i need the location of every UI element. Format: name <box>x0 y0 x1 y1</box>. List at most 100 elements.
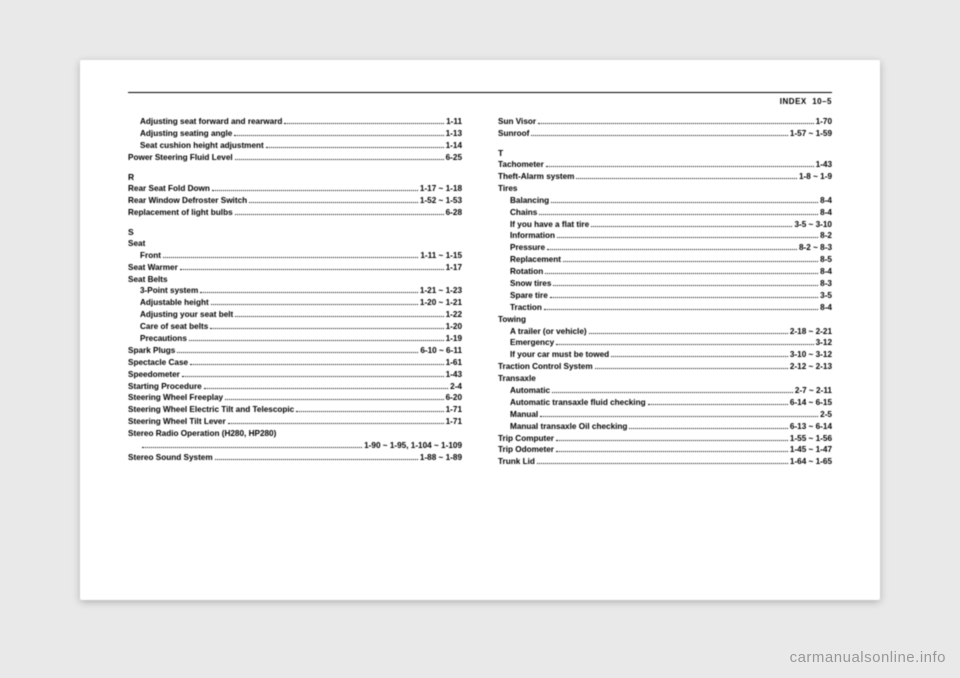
index-label: Spare tire <box>510 290 548 302</box>
index-page: 6-25 <box>446 152 462 164</box>
index-label: Seat Warmer <box>128 262 178 274</box>
leader-dots <box>648 400 788 405</box>
index-page: 2-18 ~ 2-21 <box>790 326 832 338</box>
index-entry: Speedometer1-43 <box>128 369 462 381</box>
index-entry: Balancing8-4 <box>498 195 832 207</box>
index-label: Rotation <box>510 266 543 278</box>
index-page: 1-88 ~ 1-89 <box>420 452 462 464</box>
index-entry: Steering Wheel Freeplay6-20 <box>128 392 462 404</box>
index-label: Stereo Radio Operation (H280, HP280) <box>128 428 276 440</box>
index-label: Transaxle <box>498 373 536 385</box>
index-entry: If you have a flat tire3-5 ~ 3-10 <box>498 219 832 231</box>
leader-dots <box>215 455 418 460</box>
leader-dots <box>142 443 362 448</box>
index-entry: Snow tires8-3 <box>498 278 832 290</box>
leader-dots <box>552 388 793 393</box>
index-page: 8-2 ~ 8-3 <box>799 242 832 254</box>
index-page: 6-14 ~ 6-15 <box>790 397 832 409</box>
index-entry: Tachometer1-43 <box>498 159 832 171</box>
index-label: Emergency <box>510 337 554 349</box>
index-page: 1-64 ~ 1-65 <box>790 456 832 468</box>
index-label: Rear Window Defroster Switch <box>128 195 247 207</box>
section-letter: R <box>128 171 462 183</box>
index-entry: Manual transaxle Oil checking 6-13 ~ 6-14 <box>498 421 832 433</box>
leader-dots <box>182 372 444 377</box>
index-page: 1-71 <box>446 416 462 428</box>
leader-dots <box>550 293 818 298</box>
index-page: 6-10 ~ 6-11 <box>420 345 462 357</box>
index-page: 8-3 <box>820 278 832 290</box>
index-page: 6-28 <box>446 207 462 219</box>
index-entry: Replacement 8-5 <box>498 254 832 266</box>
index-label: Automatic transaxle fluid checking <box>510 397 646 409</box>
index-page: 2-7 ~ 2-11 <box>795 385 832 397</box>
index-page: 6-13 ~ 6-14 <box>790 421 832 433</box>
index-page: 8-5 <box>820 254 832 266</box>
index-label: Sunroof <box>498 128 529 140</box>
leader-dots <box>563 257 818 262</box>
index-entry: Seat Warmer1-17 <box>128 262 462 274</box>
index-entry: Emergency3-12 <box>498 337 832 349</box>
index-page: 1-61 <box>446 357 462 369</box>
index-label: Adjusting your seat belt <box>140 309 233 321</box>
index-page: 1-20 ~ 1-21 <box>420 297 462 309</box>
leader-dots <box>228 419 444 424</box>
index-entry: Adjusting your seat belt1-22 <box>128 309 462 321</box>
index-label: Adjusting seat forward and rearward <box>140 116 282 128</box>
index-entry: A trailer (or vehicle)2-18 ~ 2-21 <box>498 326 832 338</box>
index-entry: Adjusting seat forward and rearward 1-11 <box>128 116 462 128</box>
index-page: 1-11 <box>446 116 462 128</box>
index-page: 3-10 ~ 3-12 <box>790 349 832 361</box>
index-entry: Spark Plugs6-10 ~ 6-11 <box>128 345 462 357</box>
index-entry: Manual 2-5 <box>498 409 832 421</box>
leader-dots <box>200 289 418 294</box>
index-page: 1-11 ~ 1-15 <box>420 250 462 262</box>
index-page: 1-45 ~ 1-47 <box>790 444 832 456</box>
index-page: 1-14 <box>446 140 462 152</box>
leader-dots <box>189 336 444 341</box>
index-page: 1-52 ~ 1-53 <box>420 195 462 207</box>
leader-dots <box>190 360 444 365</box>
index-entry: Chains 8-4 <box>498 207 832 219</box>
index-label: Information <box>510 230 555 242</box>
index-label: Balancing <box>510 195 549 207</box>
index-page: 8-2 <box>820 230 832 242</box>
leader-dots <box>544 305 818 310</box>
leader-dots <box>545 269 818 274</box>
index-label: Adjustable height <box>140 297 209 309</box>
index-entry: Spectacle Case1-61 <box>128 357 462 369</box>
leader-dots <box>212 186 418 191</box>
index-page: 8-4 <box>820 266 832 278</box>
index-entry: Sun Visor1-70 <box>498 116 832 128</box>
index-entry: Trunk Lid1-64 ~ 1-65 <box>498 456 832 468</box>
leader-dots <box>211 300 418 305</box>
index-entry: Steering Wheel Electric Tilt and Telesco… <box>128 404 462 416</box>
index-label: Manual <box>510 409 538 421</box>
index-label: Seat <box>128 238 145 250</box>
index-entry: Stereo Radio Operation (H280, HP280) <box>128 428 462 440</box>
index-page: 8-4 <box>820 302 832 314</box>
index-label: Trip Odometer <box>498 444 554 456</box>
leader-dots <box>249 198 418 203</box>
top-rule <box>128 92 832 93</box>
index-entry: Steering Wheel Tilt Lever1-71 <box>128 416 462 428</box>
index-label: Chains <box>510 207 537 219</box>
index-entry: Towing <box>498 314 832 326</box>
leader-dots <box>576 174 797 179</box>
index-entry: Seat Belts <box>128 274 462 286</box>
leader-dots <box>591 222 792 227</box>
index-label: Replacement <box>510 254 561 266</box>
index-entry: Information 8-2 <box>498 230 832 242</box>
index-entry: Transaxle <box>498 373 832 385</box>
index-label: Manual transaxle Oil checking <box>510 421 627 433</box>
leader-dots <box>556 448 788 453</box>
index-label: Front <box>140 250 161 262</box>
index-page: 1-20 <box>446 321 462 333</box>
index-page: 1-17 ~ 1-18 <box>420 183 462 195</box>
index-page: 2-5 <box>820 409 832 421</box>
index-label: Sun Visor <box>498 116 536 128</box>
index-entry: Rotation 8-4 <box>498 266 832 278</box>
index-page: 8-4 <box>820 207 832 219</box>
leader-dots <box>210 324 443 329</box>
index-label: Seat cushion height adjustment <box>140 140 264 152</box>
